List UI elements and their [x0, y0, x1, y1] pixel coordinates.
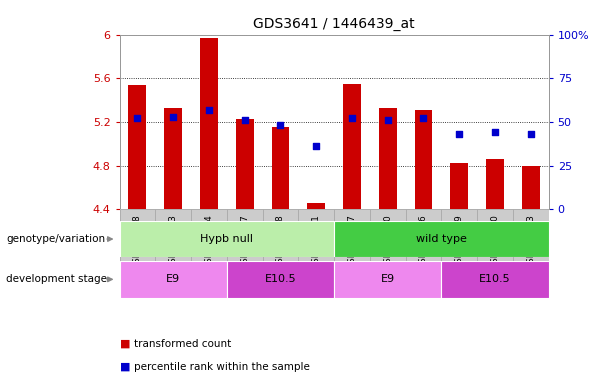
Text: GSM255747: GSM255747 — [240, 214, 249, 269]
Text: GSM255748: GSM255748 — [276, 214, 285, 269]
Text: E9: E9 — [381, 274, 395, 285]
Bar — [155, 209, 191, 273]
Point — [419, 115, 428, 121]
Bar — [441, 261, 549, 298]
Bar — [477, 209, 513, 273]
Bar — [451, 164, 468, 209]
Text: genotype/variation: genotype/variation — [6, 234, 105, 244]
Bar — [441, 209, 477, 273]
Text: E10.5: E10.5 — [479, 274, 511, 285]
Text: development stage: development stage — [6, 274, 107, 285]
Bar — [129, 85, 147, 209]
Bar — [334, 261, 441, 298]
Bar — [227, 261, 334, 298]
Bar — [120, 261, 227, 298]
Text: ■: ■ — [120, 362, 130, 372]
Point — [240, 117, 249, 123]
Bar — [262, 209, 299, 273]
Bar — [522, 166, 539, 209]
Text: GSM255653: GSM255653 — [169, 214, 178, 269]
Text: GSM255648: GSM255648 — [133, 214, 142, 269]
Bar — [227, 209, 262, 273]
Text: GSM255654: GSM255654 — [204, 214, 213, 269]
Point — [383, 117, 392, 123]
Text: GSM255753: GSM255753 — [526, 214, 535, 269]
Text: Hypb null: Hypb null — [200, 234, 253, 244]
Text: GSM255749: GSM255749 — [455, 214, 464, 269]
Bar — [370, 209, 406, 273]
Text: GSM255740: GSM255740 — [383, 214, 392, 269]
Text: ■: ■ — [120, 339, 130, 349]
Title: GDS3641 / 1446439_at: GDS3641 / 1446439_at — [253, 17, 415, 31]
Bar — [200, 38, 218, 209]
Bar — [334, 209, 370, 273]
Text: GSM255657: GSM255657 — [348, 214, 357, 269]
Bar — [191, 209, 227, 273]
Bar — [120, 209, 549, 273]
Point — [454, 131, 464, 137]
Bar — [486, 159, 504, 209]
Text: E10.5: E10.5 — [265, 274, 296, 285]
Point — [347, 115, 357, 121]
Text: transformed count: transformed count — [134, 339, 231, 349]
Bar — [343, 84, 361, 209]
Bar — [299, 209, 334, 273]
Point — [168, 114, 178, 120]
Point — [276, 122, 286, 129]
Bar — [164, 108, 182, 209]
Bar — [414, 110, 432, 209]
Bar — [513, 209, 549, 273]
Point — [204, 107, 214, 113]
Bar — [334, 221, 549, 257]
Bar — [379, 108, 397, 209]
Text: GSM255750: GSM255750 — [490, 214, 500, 269]
Text: percentile rank within the sample: percentile rank within the sample — [134, 362, 310, 372]
Text: GSM255746: GSM255746 — [419, 214, 428, 269]
Text: wild type: wild type — [416, 234, 466, 244]
Point — [132, 115, 142, 121]
Bar — [120, 221, 334, 257]
Text: GSM255751: GSM255751 — [311, 214, 321, 269]
Bar — [406, 209, 441, 273]
Point — [311, 143, 321, 149]
Bar — [120, 209, 155, 273]
Point — [526, 131, 536, 137]
Bar — [307, 203, 325, 209]
Bar — [236, 119, 254, 209]
Text: E9: E9 — [166, 274, 180, 285]
Bar — [272, 127, 289, 209]
Point — [490, 129, 500, 136]
